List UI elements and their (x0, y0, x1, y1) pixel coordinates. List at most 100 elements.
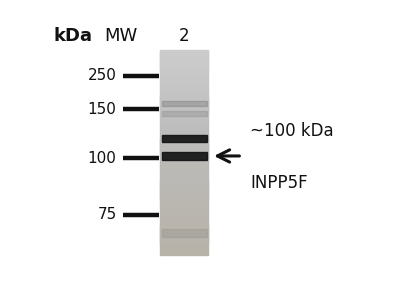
Bar (160, 197, 208, 198)
Bar (160, 247, 208, 248)
Bar (160, 208, 208, 209)
Bar (160, 214, 208, 215)
Bar (160, 161, 208, 162)
Bar (160, 138, 208, 140)
Bar (160, 100, 208, 102)
Bar (160, 85, 208, 86)
Text: 2: 2 (179, 27, 189, 45)
Bar (160, 92, 208, 93)
Bar (160, 94, 208, 96)
Bar (160, 169, 208, 170)
Bar (160, 228, 208, 230)
Bar (160, 148, 208, 150)
Bar (160, 221, 208, 223)
Bar (160, 176, 208, 177)
Bar (160, 50, 208, 51)
Bar (160, 125, 208, 126)
Bar (160, 172, 208, 173)
Bar (160, 55, 208, 57)
Bar (160, 63, 208, 65)
Bar (160, 102, 208, 104)
Bar (160, 65, 208, 67)
Bar (160, 152, 208, 154)
Bar (160, 137, 208, 138)
Text: 250: 250 (88, 68, 117, 83)
Bar (160, 139, 208, 140)
Bar (160, 127, 208, 128)
Bar (160, 121, 208, 122)
Bar (160, 118, 208, 120)
Bar (160, 79, 208, 80)
Bar (160, 75, 208, 76)
Bar (160, 199, 208, 200)
Bar (160, 163, 208, 164)
Bar (160, 149, 208, 151)
Bar (160, 150, 208, 152)
Text: 150: 150 (88, 102, 117, 117)
Bar (160, 197, 208, 199)
Bar (160, 167, 208, 168)
Bar (160, 104, 208, 106)
Text: 100: 100 (88, 151, 117, 166)
Bar (160, 107, 208, 109)
Bar (160, 219, 208, 221)
Bar (160, 217, 208, 218)
Bar (162, 101, 206, 106)
Bar (160, 112, 208, 113)
Bar (162, 135, 206, 142)
Bar (160, 158, 208, 159)
Bar (160, 90, 208, 91)
Bar (160, 237, 208, 239)
Bar (160, 211, 208, 212)
Bar (160, 252, 208, 253)
Bar (160, 130, 208, 131)
Bar (160, 159, 208, 160)
Bar (160, 146, 208, 148)
Bar (160, 153, 208, 155)
Bar (160, 123, 208, 124)
Bar (160, 188, 208, 190)
Bar (160, 238, 208, 240)
Bar (160, 191, 208, 193)
Bar (160, 165, 208, 166)
Bar (160, 108, 208, 110)
Bar (160, 190, 208, 192)
Bar (160, 110, 208, 111)
Bar (160, 122, 208, 123)
Bar (160, 72, 208, 73)
Bar (160, 140, 208, 142)
Text: kDa: kDa (53, 27, 92, 45)
Bar (160, 178, 208, 179)
Bar (160, 227, 208, 229)
Bar (160, 170, 208, 171)
Bar (160, 185, 208, 187)
Bar (160, 177, 208, 178)
Bar (160, 213, 208, 214)
Bar (160, 212, 208, 213)
Bar (160, 168, 208, 169)
Bar (160, 229, 208, 231)
Bar (160, 101, 208, 103)
Bar (160, 97, 208, 99)
Bar (160, 203, 208, 205)
Bar (160, 175, 208, 176)
Bar (160, 239, 208, 241)
Bar (160, 224, 208, 225)
Bar (160, 103, 208, 105)
Bar (160, 251, 208, 252)
Bar (160, 215, 208, 216)
Bar (160, 253, 208, 254)
Bar (160, 201, 208, 203)
Bar (160, 254, 208, 255)
Bar (160, 128, 208, 129)
Bar (160, 57, 208, 59)
Bar (160, 82, 208, 83)
Bar (160, 60, 208, 62)
Bar (160, 181, 208, 183)
Bar (160, 67, 208, 69)
Bar (160, 68, 208, 70)
Bar (160, 129, 208, 130)
Bar (160, 62, 208, 64)
Bar (160, 76, 208, 77)
Bar (160, 114, 208, 115)
